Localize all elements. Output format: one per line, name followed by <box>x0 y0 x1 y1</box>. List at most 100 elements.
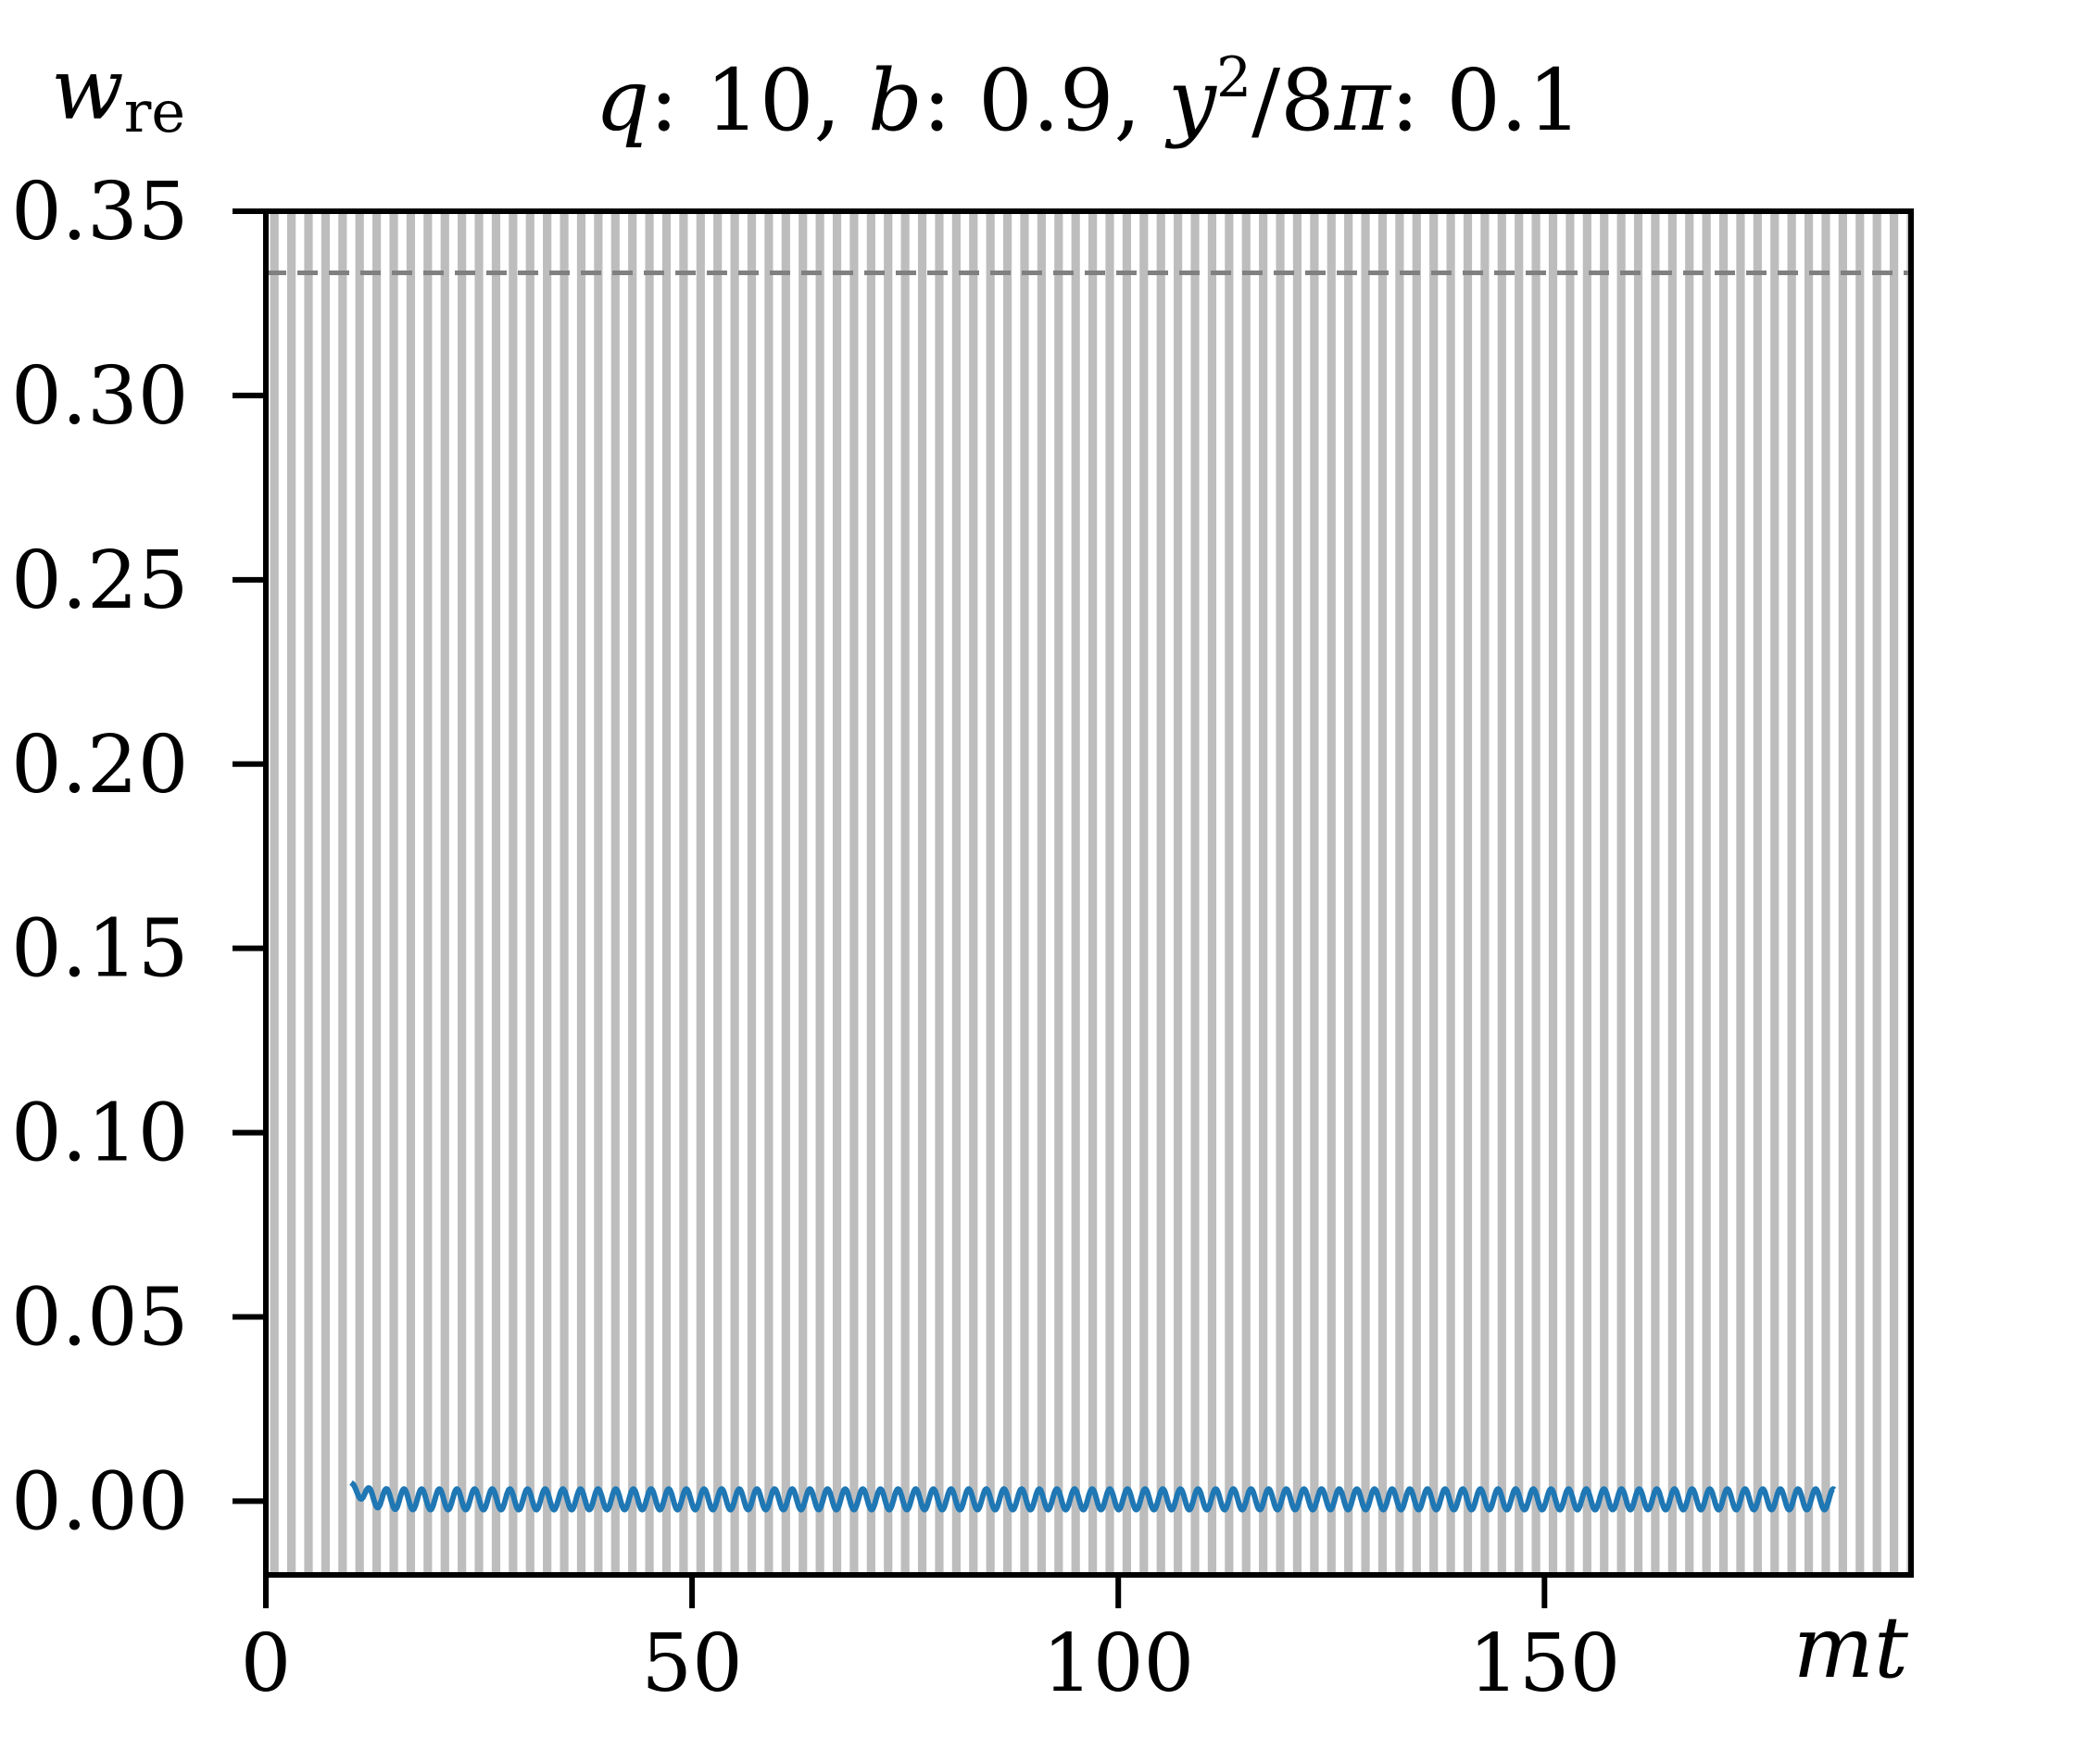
background-band <box>1821 211 1830 1575</box>
background-band <box>1412 211 1421 1575</box>
background-band <box>1633 211 1643 1575</box>
background-band <box>1872 211 1881 1575</box>
background-band <box>389 211 398 1575</box>
background-band <box>1667 211 1677 1575</box>
background-band <box>321 211 331 1575</box>
background-band <box>1377 211 1388 1575</box>
background-band <box>1838 211 1847 1575</box>
background-band <box>576 211 586 1575</box>
background-band <box>1787 211 1796 1575</box>
chart-title: q: 10, b: 0.9, y2/8π: 0.1 <box>595 45 1581 150</box>
background-band <box>1497 211 1506 1575</box>
background-band <box>1531 211 1540 1575</box>
y-tick-label: 0.15 <box>11 903 188 996</box>
background-band <box>696 211 705 1575</box>
y-tick-label: 0.00 <box>11 1455 188 1548</box>
background-band <box>1736 211 1745 1575</box>
background-band <box>1259 211 1268 1575</box>
background-band <box>1174 211 1183 1575</box>
background-band <box>781 211 790 1575</box>
background-band <box>1600 211 1609 1575</box>
background-band <box>1156 211 1165 1575</box>
background-band <box>406 211 416 1575</box>
background-band <box>474 211 484 1575</box>
background-band <box>287 211 296 1575</box>
background-bands <box>270 211 1911 1575</box>
background-band <box>935 211 944 1575</box>
background-band <box>1616 211 1626 1575</box>
x-axis-label: mt <box>1793 1598 1909 1697</box>
x-tick-label: 150 <box>1468 1618 1620 1710</box>
background-band <box>1071 211 1080 1575</box>
background-band <box>832 211 842 1575</box>
background-band <box>1105 211 1114 1575</box>
background-band <box>458 211 467 1575</box>
background-band <box>730 211 739 1575</box>
background-band <box>986 211 995 1575</box>
background-band <box>1020 211 1029 1575</box>
background-band <box>560 211 569 1575</box>
background-band <box>1651 211 1660 1575</box>
background-band <box>509 211 518 1575</box>
background-band <box>1344 211 1353 1575</box>
background-band <box>1446 211 1455 1575</box>
background-band <box>713 211 723 1575</box>
y-tick-label: 0.05 <box>11 1272 188 1365</box>
background-band <box>491 211 501 1575</box>
background-band <box>815 211 824 1575</box>
background-band <box>1002 211 1012 1575</box>
background-band <box>594 211 603 1575</box>
background-band <box>849 211 859 1575</box>
background-band <box>1361 211 1370 1575</box>
y-axis-label: wre <box>51 40 185 145</box>
x-axis-ticks: 0 50 100 150 <box>241 1575 1620 1710</box>
background-band <box>764 211 773 1575</box>
background-band <box>1310 211 1319 1575</box>
background-band <box>1207 211 1217 1575</box>
background-band <box>338 211 347 1575</box>
background-band <box>1582 211 1591 1575</box>
background-band <box>1889 211 1899 1575</box>
background-band <box>951 211 961 1575</box>
background-band <box>543 211 552 1575</box>
background-band <box>1566 211 1575 1575</box>
background-band <box>917 211 927 1575</box>
background-band <box>1685 211 1694 1575</box>
background-band <box>1753 211 1762 1575</box>
background-band <box>900 211 910 1575</box>
background-band <box>1855 211 1865 1575</box>
background-band <box>372 211 382 1575</box>
background-band <box>679 211 688 1575</box>
background-band <box>866 211 875 1575</box>
y-tick-label: 0.10 <box>11 1088 188 1180</box>
background-band <box>1225 211 1234 1575</box>
background-band <box>969 211 978 1575</box>
background-band <box>1292 211 1302 1575</box>
background-band <box>1327 211 1336 1575</box>
background-band <box>1515 211 1524 1575</box>
background-band <box>525 211 534 1575</box>
background-band <box>1395 211 1404 1575</box>
background-band <box>1548 211 1558 1575</box>
x-tick-label: 50 <box>641 1618 742 1710</box>
background-band <box>1718 211 1729 1575</box>
x-tick-label: 100 <box>1042 1618 1194 1710</box>
y-tick-label: 0.35 <box>11 166 188 258</box>
y-axis-ticks: 0.00 0.05 0.10 0.15 0.20 0.25 0.30 0.35 <box>11 166 266 1548</box>
background-band <box>1122 211 1132 1575</box>
background-band <box>645 211 654 1575</box>
background-band <box>1241 211 1251 1575</box>
background-band <box>661 211 672 1575</box>
background-band <box>1054 211 1063 1575</box>
background-band <box>884 211 893 1575</box>
background-band <box>1463 211 1473 1575</box>
background-band <box>799 211 808 1575</box>
background-band <box>1190 211 1200 1575</box>
background-band <box>628 211 637 1575</box>
y-tick-label: 0.30 <box>11 350 188 443</box>
series-line <box>348 1480 1837 1513</box>
background-band <box>440 211 449 1575</box>
x-tick-label: 0 <box>241 1618 292 1710</box>
